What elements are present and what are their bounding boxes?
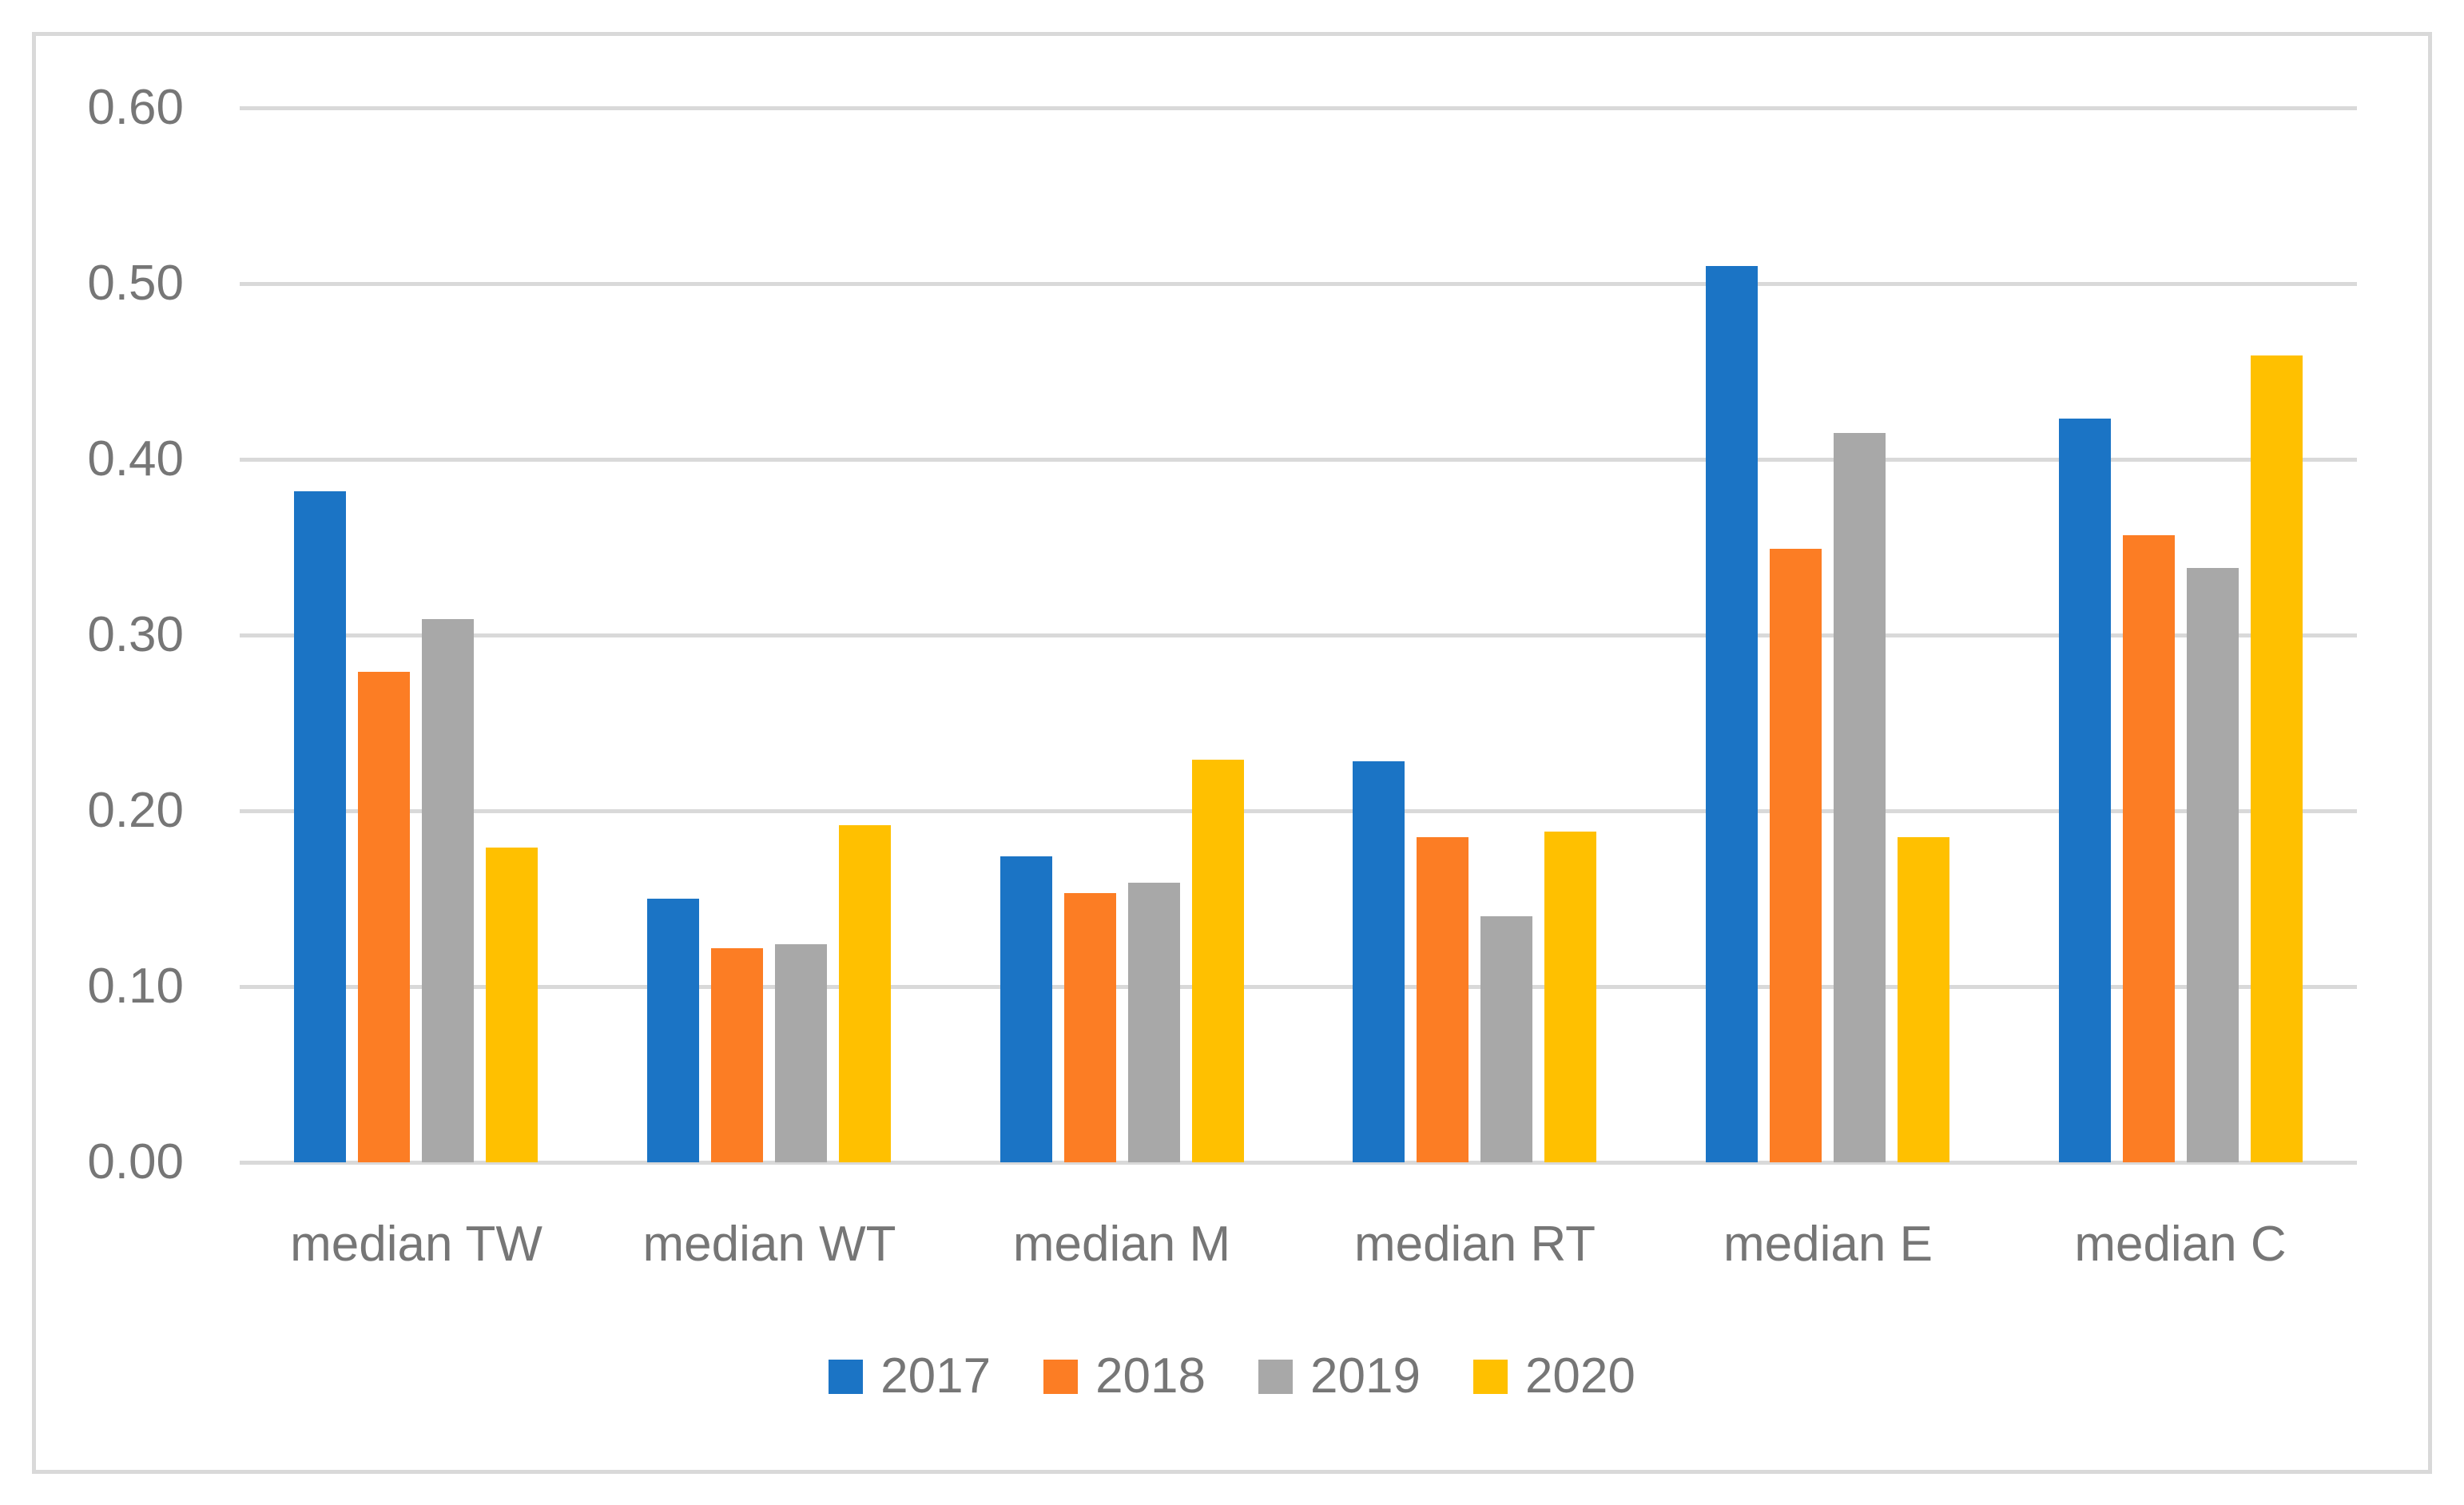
legend-item-2017: 2017 bbox=[829, 1348, 991, 1404]
legend-item-2019: 2019 bbox=[1258, 1348, 1421, 1404]
gridline-0.50 bbox=[240, 282, 2357, 286]
bar-2020-median-E bbox=[1898, 837, 1949, 1162]
bar-2020-median-C bbox=[2251, 355, 2303, 1162]
gridline-0.00 bbox=[240, 1161, 2357, 1165]
bar-2017-median-C bbox=[2059, 419, 2111, 1162]
bar-2019-median-RT bbox=[1480, 916, 1532, 1162]
bar-2018-median-M bbox=[1064, 893, 1116, 1162]
bar-2019-median-WT bbox=[775, 944, 827, 1162]
bar-2018-median-C bbox=[2123, 535, 2175, 1162]
legend-label-2018: 2018 bbox=[1095, 1348, 1206, 1404]
y-tick-label-0.00: 0.00 bbox=[87, 1134, 184, 1189]
bar-2018-median-E bbox=[1770, 549, 1822, 1162]
bar-2019-median-M bbox=[1128, 883, 1180, 1162]
legend-swatch-2019 bbox=[1258, 1359, 1293, 1394]
y-tick-label-0.30: 0.30 bbox=[87, 607, 184, 662]
bar-2020-median-WT bbox=[839, 825, 891, 1162]
bar-2017-median-WT bbox=[647, 899, 699, 1162]
legend-swatch-2020 bbox=[1472, 1359, 1508, 1394]
gridline-0.60 bbox=[240, 106, 2357, 110]
gridline-0.40 bbox=[240, 458, 2357, 462]
legend-label-2017: 2017 bbox=[880, 1348, 992, 1404]
bar-2018-median-WT bbox=[711, 948, 763, 1162]
x-category-label-median-E: median E bbox=[1723, 1217, 1933, 1272]
x-category-label-median-WT: median WT bbox=[642, 1217, 896, 1272]
bar-2018-median-TW bbox=[358, 672, 410, 1162]
x-category-label-median-RT: median RT bbox=[1353, 1217, 1596, 1272]
bar-2020-median-M bbox=[1192, 760, 1244, 1162]
y-tick-label-0.10: 0.10 bbox=[87, 959, 184, 1014]
bar-2019-median-TW bbox=[422, 619, 474, 1162]
legend-label-2019: 2019 bbox=[1310, 1348, 1421, 1404]
chart-legend: 2017 2018 2019 2020 bbox=[0, 1348, 2464, 1404]
x-category-label-median-TW: median TW bbox=[290, 1217, 542, 1272]
y-tick-label-0.40: 0.40 bbox=[87, 431, 184, 486]
bar-2019-median-E bbox=[1834, 433, 1886, 1162]
y-tick-label-0.60: 0.60 bbox=[87, 80, 184, 135]
legend-swatch-2017 bbox=[829, 1359, 864, 1394]
gridline-0.30 bbox=[240, 633, 2357, 637]
chart-frame: 0.00 0.10 0.20 0.30 0.40 0.50 0.60 median TW me… bbox=[32, 32, 2432, 1474]
gridline-0.20 bbox=[240, 809, 2357, 813]
x-category-label-median-M: median M bbox=[1012, 1217, 1231, 1272]
bar-2020-median-TW bbox=[486, 848, 538, 1162]
x-category-label-median-C: median C bbox=[2074, 1217, 2287, 1272]
bar-2017-median-RT bbox=[1353, 761, 1405, 1162]
bar-2017-median-E bbox=[1706, 266, 1758, 1162]
legend-item-2018: 2018 bbox=[1043, 1348, 1206, 1404]
y-tick-label-0.20: 0.20 bbox=[87, 783, 184, 838]
legend-swatch-2018 bbox=[1043, 1359, 1079, 1394]
bar-2017-median-M bbox=[1000, 856, 1052, 1162]
bar-2019-median-C bbox=[2187, 568, 2239, 1162]
legend-label-2020: 2020 bbox=[1524, 1348, 1635, 1404]
bar-2017-median-TW bbox=[294, 491, 346, 1162]
bar-2020-median-RT bbox=[1544, 832, 1596, 1162]
bar-2018-median-RT bbox=[1417, 837, 1468, 1162]
legend-item-2020: 2020 bbox=[1472, 1348, 1635, 1404]
gridline-0.10 bbox=[240, 985, 2357, 989]
y-tick-label-0.50: 0.50 bbox=[87, 256, 184, 311]
